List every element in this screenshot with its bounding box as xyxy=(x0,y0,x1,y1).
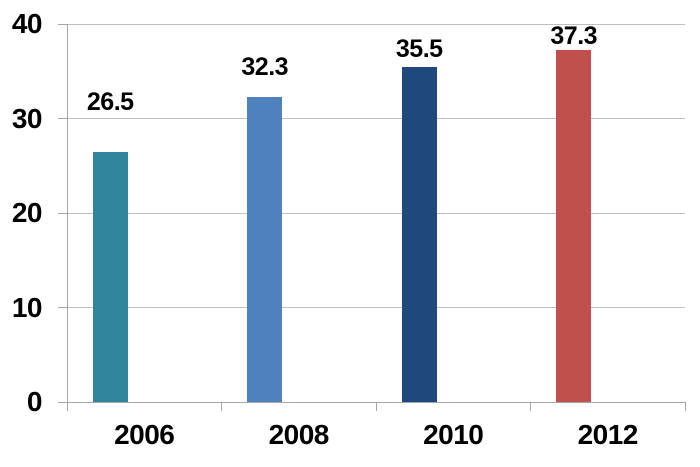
y-tick-mark xyxy=(58,401,67,403)
bar-2010 xyxy=(401,66,437,402)
x-tick-mark xyxy=(684,402,686,411)
x-axis-label-2012: 2012 xyxy=(577,419,639,450)
x-tick-mark xyxy=(530,402,531,411)
bar-2008 xyxy=(247,96,283,402)
x-tick-mark xyxy=(221,402,222,411)
y-tick-mark xyxy=(58,23,67,25)
y-axis-tick-label: 20 xyxy=(11,197,43,228)
data-label-2012: 37.3 xyxy=(550,21,598,50)
y-axis-tick-label: 0 xyxy=(26,386,43,417)
y-tick-mark xyxy=(58,212,67,214)
y-gridline xyxy=(67,212,685,214)
y-tick-mark xyxy=(58,118,67,119)
y-axis-tick-label: 30 xyxy=(11,102,43,134)
data-label-2008: 32.3 xyxy=(241,52,289,81)
data-label-2006: 26.5 xyxy=(86,87,134,116)
bar-2006 xyxy=(92,151,128,402)
bar-2012 xyxy=(556,49,592,402)
y-gridline xyxy=(67,307,685,308)
x-axis-label-2006: 2006 xyxy=(114,419,175,450)
y-axis-tick-label: 10 xyxy=(11,291,43,323)
y-tick-mark xyxy=(58,307,67,308)
x-axis-label-2008: 2008 xyxy=(268,419,330,450)
y-axis-line xyxy=(67,24,68,402)
y-axis-tick-label: 40 xyxy=(11,8,43,39)
x-tick-mark xyxy=(66,402,68,411)
x-axis-label-2010: 2010 xyxy=(423,419,484,450)
data-label-2010: 35.5 xyxy=(395,34,443,63)
y-gridline xyxy=(67,118,685,119)
x-tick-mark xyxy=(375,402,377,411)
y-gridline xyxy=(67,23,685,25)
